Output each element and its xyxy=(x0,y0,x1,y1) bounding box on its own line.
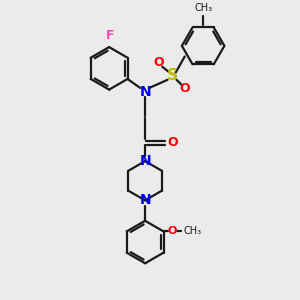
Text: O: O xyxy=(167,136,178,149)
Text: N: N xyxy=(139,194,151,207)
Text: O: O xyxy=(179,82,190,95)
Text: F: F xyxy=(106,29,114,42)
Text: O: O xyxy=(168,226,177,236)
Text: S: S xyxy=(167,68,178,83)
Text: CH₃: CH₃ xyxy=(184,226,202,236)
Text: N: N xyxy=(139,154,151,168)
Text: CH₃: CH₃ xyxy=(194,3,212,13)
Text: O: O xyxy=(154,56,164,69)
Text: N: N xyxy=(139,85,151,99)
